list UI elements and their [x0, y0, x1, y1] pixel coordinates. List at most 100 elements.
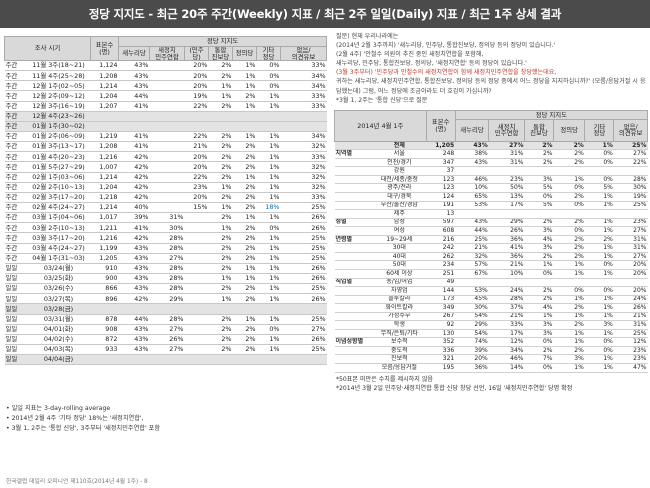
row-value: 12% [488, 337, 525, 347]
row-value: 1% [584, 217, 614, 228]
row-type: 일일 [4, 283, 27, 295]
row-value [149, 202, 185, 214]
row-value [553, 277, 585, 288]
row-value: 50% [488, 183, 525, 194]
row-date: 01월 2주(06~09) [26, 131, 91, 143]
row-value: 2% [553, 303, 585, 313]
row-value [524, 209, 554, 219]
row-value: 1% [232, 273, 257, 285]
row-value [455, 277, 489, 288]
row-value: 44% [118, 313, 150, 325]
row-value: 2% [584, 234, 614, 245]
row-value: 25% [280, 243, 327, 254]
table-row: 전체 1,205 43% 27% 2% 2% 1% 25% [334, 141, 648, 151]
row-value: 2% [553, 320, 585, 330]
row-value: 41% [118, 131, 150, 143]
row-value: 20% [184, 161, 209, 173]
row-value: 43% [118, 70, 150, 82]
detail-header-col-4: 기타 정당 [584, 118, 615, 142]
row-value: 2% [232, 90, 257, 102]
row-value: 33% [280, 192, 327, 203]
row-value: 1% [232, 313, 257, 325]
row-base: 1,214 [90, 202, 119, 214]
row-value: 26% [280, 293, 327, 305]
row-value: 1% [256, 273, 281, 285]
row-value: 1% [553, 312, 585, 322]
row-value: 1% [232, 262, 257, 274]
question-line: *3월 1, 2주는 '통합 신당'으로 질문 [336, 96, 428, 104]
row-value [524, 277, 554, 288]
row-value [280, 111, 327, 122]
row-value: 1% [256, 172, 281, 183]
row-value: 46% [488, 354, 525, 364]
row-value: 32% [455, 252, 489, 262]
row-value: 0% [524, 192, 554, 202]
row-value: 41% [488, 243, 525, 253]
row-date: 03/24(월) [26, 262, 91, 274]
row-value: 5% [584, 183, 614, 194]
row-value: 2% [208, 101, 233, 112]
row-value: 3% [524, 320, 554, 330]
row-base [90, 111, 119, 122]
row-date: 01월 3주(13~17) [26, 141, 91, 153]
row-value: 0% [256, 60, 281, 72]
row-value: 20% [184, 70, 209, 82]
page-title: 정당 지지도 - 최근 20주 주간(Weekly) 지표 / 최근 2주 일일… [0, 0, 650, 28]
row-value: 17% [488, 201, 525, 211]
table-row: 주간 12월 4주(23~26) [4, 111, 327, 122]
table-row: 주간 12월 2주(09~12) 1,204 44% 19% 1% 2% 1% 33% [4, 90, 327, 102]
row-value: 21% [184, 141, 209, 153]
row-value: 43% [118, 262, 150, 274]
row-group [334, 166, 373, 176]
row-value: 32% [280, 161, 327, 173]
row-value: 1% [584, 252, 614, 262]
row-value: 26% [280, 273, 327, 285]
row-value: 2% [553, 141, 585, 151]
row-value: 21% [455, 243, 489, 253]
table-row: 일일 04/03(목) 933 43% 27% 2% 2% 1% 25% [4, 344, 327, 356]
row-value: 43% [118, 253, 150, 264]
detail-header-col-3: 정의당 [553, 118, 586, 142]
row-value: 28% [613, 175, 648, 185]
row-value: 2% [208, 253, 233, 264]
row-value: 2% [208, 232, 233, 244]
row-date: 11월 4주(25~28) [26, 70, 91, 82]
row-value: 1% [256, 101, 281, 112]
row-value: 42% [118, 182, 150, 193]
row-value: 22% [184, 101, 209, 112]
table-row: 대전/세종/충청 123 46% 23% 3% 1% 0% 28% [334, 175, 648, 185]
row-value [184, 324, 209, 335]
row-value: 1% [256, 283, 281, 295]
row-value: 23% [613, 354, 648, 364]
table-row: 주간 02월 2주(10~13) 1,204 42% 23% 1% 2% 1% 32% [4, 182, 327, 193]
row-value: 41% [118, 141, 150, 153]
row-value: 26% [280, 222, 327, 234]
detail-header-col-0: 새누리당 [454, 118, 490, 142]
row-value [488, 209, 525, 219]
row-value [184, 111, 209, 122]
row-type: 주간 [4, 232, 27, 244]
table-row: 지역별 서울 248 38% 31% 2% 2% 0% 27% [334, 149, 648, 159]
row-value [149, 121, 185, 132]
row-base: 349 [426, 303, 456, 313]
row-value: 1% [584, 192, 614, 202]
row-value: 1% [256, 161, 281, 173]
row-base: 608 [426, 226, 456, 236]
row-value: 2% [208, 172, 233, 183]
row-base: 1,219 [90, 131, 119, 143]
row-value [149, 141, 185, 153]
row-value [280, 121, 327, 132]
row-value: 27% [149, 253, 185, 264]
detail-header-party-support: 정당 지지도 [454, 109, 649, 120]
header-col-1: 새정치 민주연합 [149, 46, 185, 61]
row-base: 130 [426, 329, 456, 339]
question-line: (3월 3주부터) '민주당과 안철수의 새정치연합이 함께 새정치민주연합을 … [336, 69, 557, 77]
row-value: 2% [524, 158, 554, 168]
row-base: 49 [426, 277, 456, 288]
row-value: 36% [488, 234, 525, 245]
row-value: 1% [256, 212, 281, 224]
row-date: 03/27(목) [26, 293, 91, 305]
row-date: 03월 1주(04~06) [26, 212, 91, 224]
row-value: 2% [553, 346, 585, 356]
row-value: 2% [524, 295, 554, 305]
